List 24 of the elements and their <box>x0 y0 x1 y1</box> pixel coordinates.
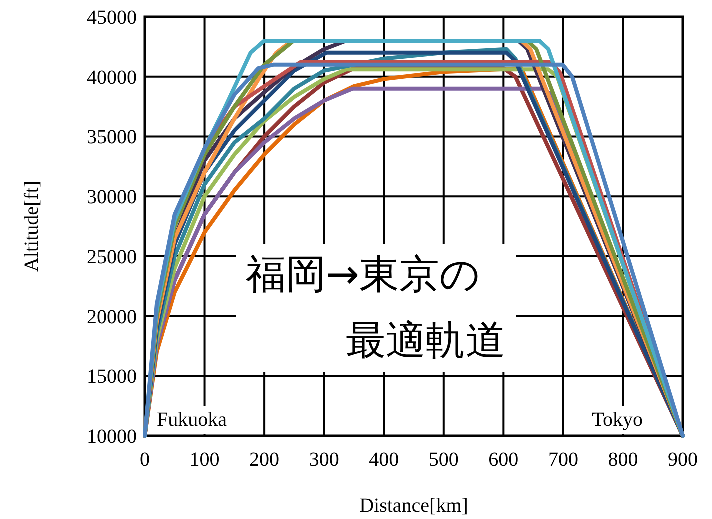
y-tick-label: 35000 <box>87 126 137 149</box>
x-tick-label: 500 <box>428 449 459 471</box>
x-tick-label: 100 <box>190 449 220 471</box>
x-tick-label: 0 <box>140 449 150 471</box>
x-axis-title: Distance[km] <box>360 495 468 517</box>
x-tick-label: 700 <box>548 449 578 471</box>
y-tick-label: 15000 <box>87 366 137 388</box>
x-tick-label: 200 <box>250 449 280 471</box>
x-tick-label: 400 <box>369 449 400 471</box>
x-tick-label: 800 <box>608 449 638 471</box>
y-axis-title: Altitude[ft] <box>21 180 43 272</box>
y-tick-label: 30000 <box>87 186 137 209</box>
x-tick-label: 900 <box>668 449 698 471</box>
y-tick-label: 20000 <box>87 306 137 328</box>
annotation: 福岡→東京の <box>246 252 481 298</box>
x-tick-label: 300 <box>309 449 340 471</box>
annotation: 最適軌道 <box>346 318 506 364</box>
y-tick-label: 40000 <box>87 66 137 89</box>
x-tick-label: 600 <box>488 449 519 471</box>
annotation: Fukuoka <box>157 409 228 431</box>
annotation: Tokyo <box>592 409 643 431</box>
y-tick-label: 10000 <box>87 426 137 448</box>
y-tick-label: 25000 <box>87 246 137 268</box>
y-tick-label: 45000 <box>87 7 137 29</box>
